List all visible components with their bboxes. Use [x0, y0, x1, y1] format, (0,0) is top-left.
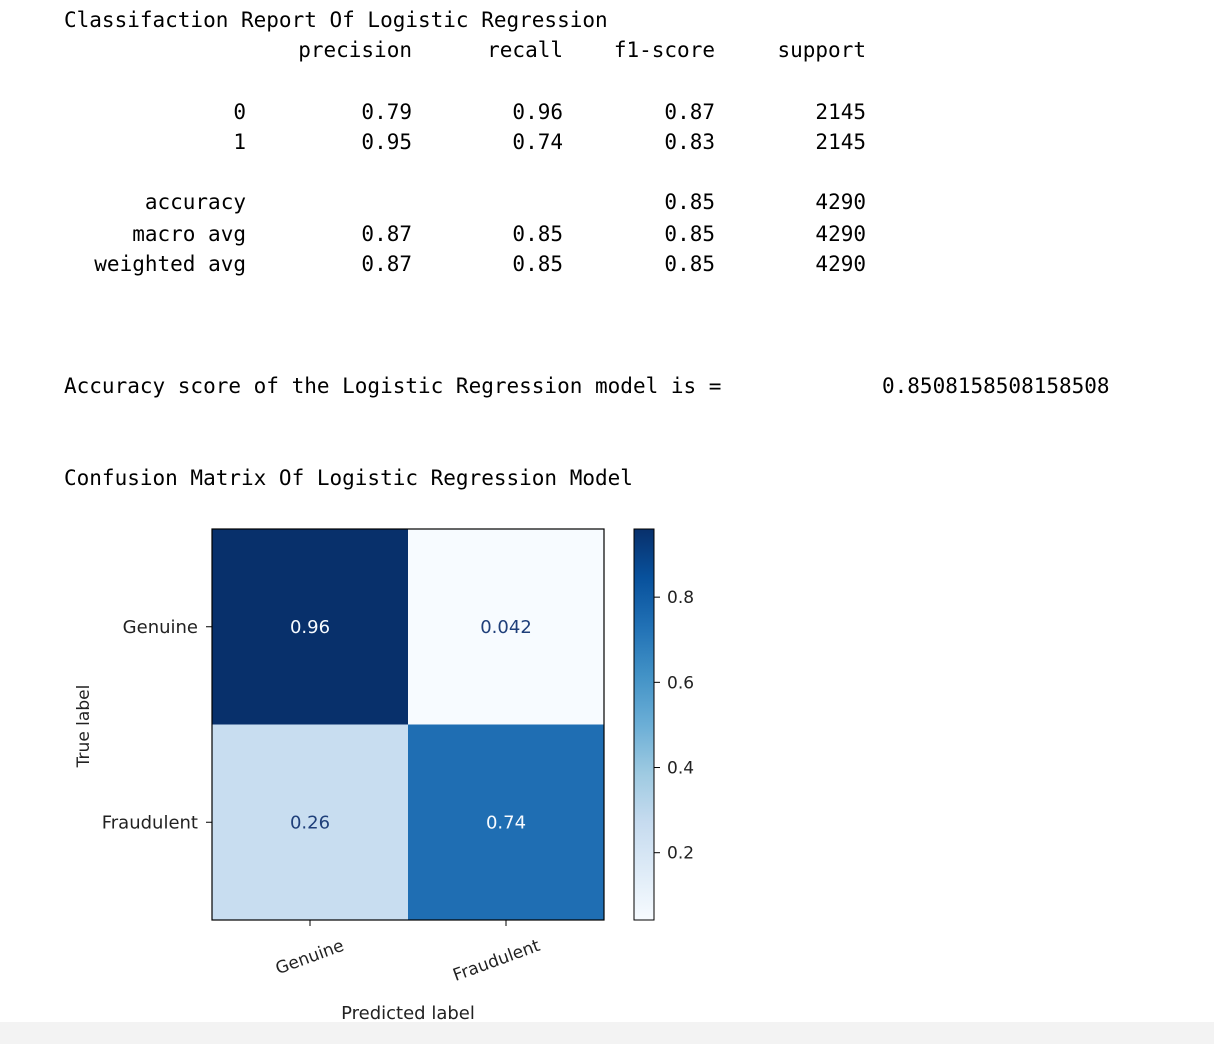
table-cell: 0.85	[512, 252, 563, 276]
cell-value-label: 0.042	[480, 617, 532, 638]
table-cell: 0.74	[512, 130, 563, 154]
heatmap-cell	[212, 529, 408, 725]
bottom-scroll-area	[0, 1022, 1214, 1044]
colorbar-ticks: 0.2 0.4 0.6 0.8	[654, 588, 694, 864]
cell-value-label: 0.26	[290, 812, 330, 833]
row-label-accuracy: accuracy	[144, 190, 246, 214]
heatmap-cell-labels: 0.96 0.042 0.26 0.74	[290, 617, 532, 834]
table-cell: 0.87	[361, 222, 412, 246]
x-tick-label: Fraudulent	[450, 936, 543, 986]
table-cell: 0.87	[361, 252, 412, 276]
report-title: Classifaction Report Of Logistic Regress…	[64, 8, 608, 32]
colorbar-tick-label: 0.4	[667, 759, 694, 779]
heatmap-cell	[212, 724, 408, 920]
table-cell: 0.85	[512, 222, 563, 246]
table-cell: 0.83	[664, 130, 715, 154]
y-axis-ticks: Genuine Fraudulent	[102, 617, 212, 833]
table-cell: 0.79	[361, 100, 412, 124]
column-header-support: support	[777, 38, 866, 62]
table-cell: 2145	[815, 130, 866, 154]
x-axis-ticks: Genuine Fraudulent	[273, 920, 543, 986]
colorbar-tick-label: 0.2	[667, 844, 694, 864]
heatmap-cell	[408, 529, 604, 725]
table-cell: 4290	[815, 190, 866, 214]
colorbar-tick-label: 0.6	[667, 673, 694, 693]
cell-value-label: 0.74	[486, 812, 526, 833]
y-tick-label: Genuine	[123, 617, 198, 638]
row-label-weighted-avg: weighted avg	[94, 252, 246, 276]
column-header-precision: precision	[298, 38, 412, 62]
y-tick-label: Fraudulent	[102, 812, 198, 833]
table-cell: 0.96	[512, 100, 563, 124]
table-cell: 0.85	[664, 190, 715, 214]
confusion-matrix-title: Confusion Matrix Of Logistic Regression …	[64, 466, 633, 490]
y-axis-label: True label	[74, 685, 94, 769]
colorbar	[633, 528, 655, 921]
colorbar-tick-label: 0.8	[667, 588, 694, 608]
accuracy-text: Accuracy score of the Logistic Regressio…	[64, 374, 722, 398]
x-tick-label: Genuine	[273, 936, 347, 979]
x-axis-label: Predicted label	[341, 1003, 475, 1024]
row-label-0: 0	[233, 100, 246, 124]
table-cell: 4290	[815, 222, 866, 246]
table-cell: 0.87	[664, 100, 715, 124]
row-label-macro-avg: macro avg	[132, 222, 246, 246]
table-cell: 0.85	[664, 222, 715, 246]
plot-frame	[211, 528, 605, 921]
table-cell: 2145	[815, 100, 866, 124]
table-cell: 0.85	[664, 252, 715, 276]
row-label-1: 1	[233, 130, 246, 154]
table-cell: 4290	[815, 252, 866, 276]
heatmap-cell	[408, 724, 604, 920]
column-header-f1-score: f1-score	[613, 38, 715, 62]
table-cell: 0.95	[361, 130, 412, 154]
heatmap-cells	[212, 529, 604, 920]
classification-report: Classifaction Report Of Logistic Regress…	[0, 0, 1214, 300]
column-header-recall: recall	[487, 38, 563, 62]
cell-value-label: 0.96	[290, 617, 330, 638]
accuracy-value: 0.8508158508158508	[882, 374, 1110, 398]
